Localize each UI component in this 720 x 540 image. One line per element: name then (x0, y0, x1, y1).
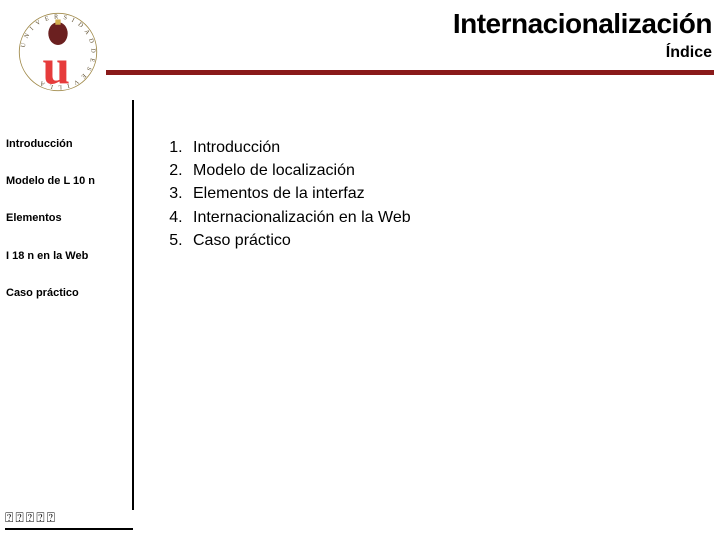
sidebar-item-caso[interactable]: Caso práctico (6, 287, 130, 300)
university-logo: U N I V E R S I D A D D E S E V I L L A … (14, 8, 102, 96)
list-item: Internacionalización en la Web (187, 206, 411, 229)
sidebar-item-elementos[interactable]: Elementos (6, 212, 130, 225)
list-item: Modelo de localización (187, 159, 411, 182)
sidebar-item-modelo[interactable]: Modelo de L 10 n (6, 175, 130, 188)
sidebar: Introducción Modelo de L 10 n Elementos … (6, 138, 130, 324)
index-list: Introducción Modelo de localización Elem… (165, 136, 411, 252)
sidebar-item-introduccion[interactable]: Introducción (6, 138, 130, 151)
list-item: Elementos de la interfaz (187, 182, 411, 205)
sidebar-item-i18n-web[interactable]: I 18 n en la Web (6, 250, 130, 263)
page-subtitle: Índice (666, 44, 712, 62)
list-item: Caso práctico (187, 229, 411, 252)
header-rule (106, 70, 714, 75)
list-item: Introducción (187, 136, 411, 159)
footer-marks: ⍰⍰⍰⍰⍰ (5, 509, 57, 526)
page-title: Internacionalización (453, 8, 712, 40)
content-index: Introducción Modelo de localización Elem… (165, 136, 411, 252)
sidebar-divider (132, 100, 134, 510)
header: U N I V E R S I D A D D E S E V I L L A … (0, 0, 720, 77)
svg-text:u: u (43, 40, 70, 95)
footer-rule (5, 528, 133, 530)
